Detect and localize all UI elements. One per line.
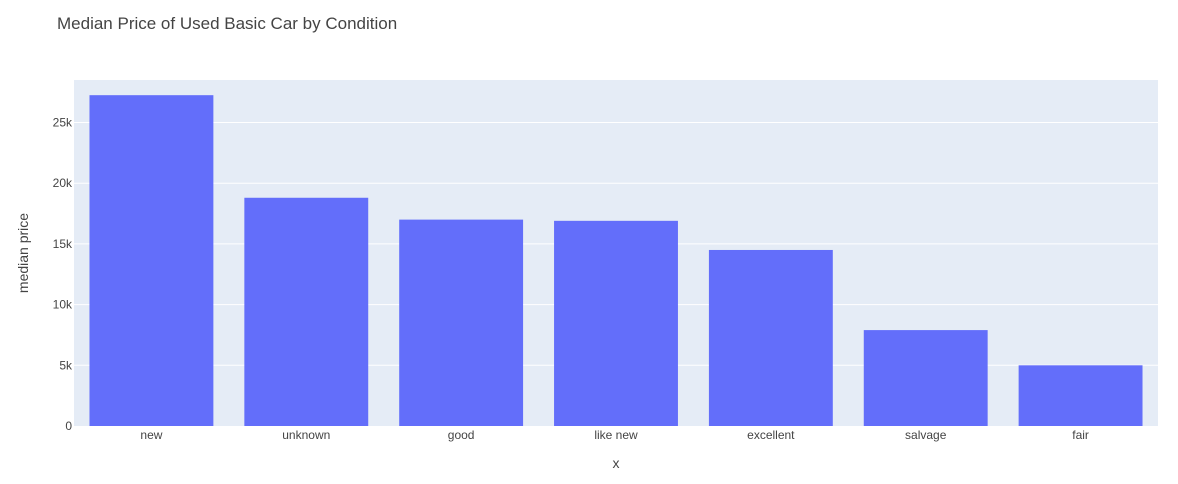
y-tick-label: 25k — [53, 115, 73, 129]
y-tick-label: 20k — [53, 176, 73, 190]
bars — [89, 95, 1143, 426]
y-tick-label: 0 — [65, 419, 72, 433]
x-axis-title: x — [613, 455, 620, 471]
x-tick-label: unknown — [282, 428, 330, 442]
x-axis-ticks: new unknown good like new excellent salvage fa… — [140, 428, 1088, 442]
y-tick-label: 5k — [59, 358, 73, 372]
bar-good[interactable] — [399, 219, 524, 426]
bar-new[interactable] — [89, 95, 214, 426]
y-axis-ticks: 0 5k 10k 15k 20k 25k — [53, 115, 73, 433]
bar-like-new[interactable] — [554, 220, 678, 426]
x-tick-label: salvage — [905, 428, 947, 442]
y-axis-title: median price — [15, 213, 31, 293]
x-tick-label: like new — [594, 428, 638, 442]
x-tick-label: new — [140, 428, 162, 442]
y-tick-label: 15k — [53, 237, 73, 251]
bar-excellent[interactable] — [708, 249, 833, 426]
bar-fair[interactable] — [1018, 365, 1143, 426]
x-tick-label: excellent — [747, 428, 795, 442]
chart-title: Median Price of Used Basic Car by Condit… — [57, 14, 398, 33]
bar-salvage[interactable] — [863, 330, 988, 426]
bar-unknown[interactable] — [244, 197, 369, 426]
x-tick-label: fair — [1072, 428, 1089, 442]
x-tick-label: good — [448, 428, 475, 442]
y-tick-label: 10k — [53, 298, 73, 312]
